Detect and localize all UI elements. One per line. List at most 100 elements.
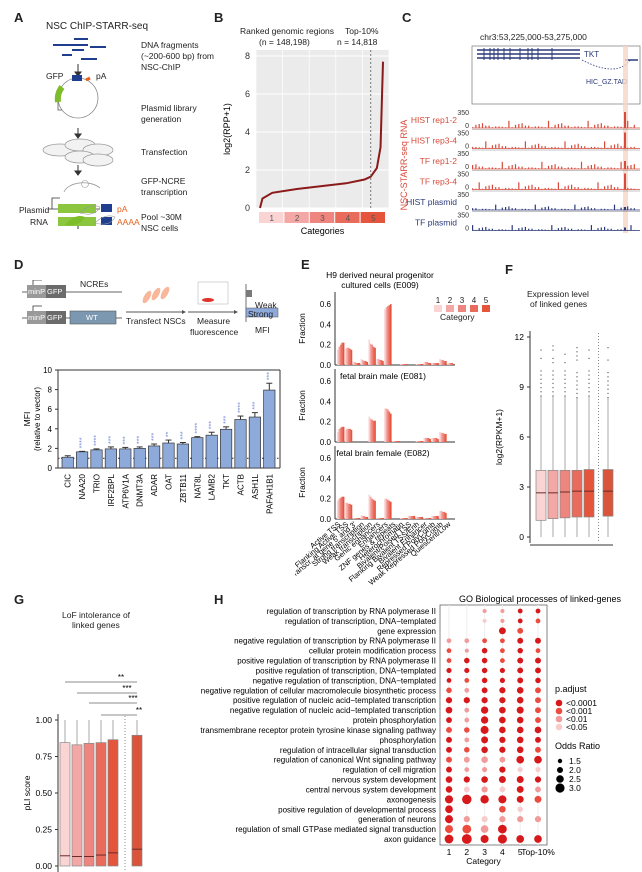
signal-bar	[528, 229, 529, 231]
bar	[361, 359, 363, 365]
y-tick-label: 6	[48, 405, 53, 414]
bar	[348, 504, 350, 519]
go-dot	[445, 825, 453, 833]
bar	[370, 344, 372, 365]
x-tick-label: PAFAH1B1	[265, 473, 274, 513]
y-tick-label: 12	[515, 332, 525, 342]
bar	[390, 414, 392, 442]
signal-bar	[607, 209, 608, 210]
signal-bar	[551, 147, 552, 149]
y-tick-label: 2	[245, 165, 250, 175]
go-dot	[517, 796, 524, 803]
y-axis-label: Fraction	[297, 467, 307, 498]
legend-title-odds: Odds Ratio	[555, 741, 600, 751]
signal-bar	[528, 209, 529, 210]
legend-swatch	[470, 305, 478, 312]
d-measure: Measure	[197, 316, 230, 326]
box	[72, 745, 82, 866]
signal-bar	[545, 207, 546, 210]
go-term-label: positive regulation of transcription by …	[237, 657, 436, 666]
signal-bar	[561, 167, 562, 169]
signal-bar	[581, 208, 582, 210]
bar	[371, 499, 373, 519]
y-tick-label: 0.2	[320, 495, 332, 504]
outlier-point	[576, 380, 577, 381]
signal-bar	[531, 229, 532, 231]
bar	[401, 518, 403, 519]
signal-bar	[551, 208, 552, 210]
bar	[354, 362, 356, 365]
bar	[235, 419, 246, 468]
go-term-label: cellular protein modification process	[309, 647, 436, 656]
signal-bar	[518, 167, 519, 169]
go-dot	[482, 687, 488, 693]
go-dot	[462, 834, 472, 844]
outlier-point	[540, 395, 541, 396]
x-tick-label: NAA20	[78, 473, 87, 499]
signal-bar	[498, 168, 499, 169]
go-dot	[536, 648, 541, 653]
bar	[341, 343, 343, 365]
y-tick-label: 0.6	[320, 377, 332, 386]
go-term-label: regulation of cell migration	[343, 766, 436, 775]
bar	[442, 512, 444, 519]
signal-bar	[594, 164, 595, 169]
y-tick-label: 0.4	[320, 397, 332, 406]
signal-bar	[479, 228, 480, 230]
bar	[338, 429, 340, 442]
bar	[346, 503, 348, 519]
y-axis-sublabel: (relative to vector)	[33, 387, 42, 451]
x-tick-label: ACTB	[237, 474, 246, 495]
signal-bar	[535, 126, 536, 128]
bar	[378, 518, 380, 519]
go-term-label: negative regulation of transcription, DN…	[253, 676, 436, 685]
outlier-point	[564, 370, 565, 371]
bar	[361, 515, 363, 519]
outlier-point	[576, 393, 577, 394]
go-dot	[517, 727, 524, 734]
bar	[373, 347, 375, 365]
signal-bar	[597, 209, 598, 210]
signal-bar	[604, 141, 605, 148]
signal-bar	[551, 188, 552, 189]
track-ymax: 350	[457, 131, 469, 138]
bar	[421, 364, 423, 365]
signal-bar	[531, 127, 532, 128]
y-tick-label: 6	[245, 89, 250, 99]
legend-label: 3.0	[569, 783, 581, 793]
signal-bar	[578, 187, 579, 189]
bar	[384, 499, 386, 519]
signal-bar	[548, 230, 549, 231]
go-dot	[464, 747, 470, 753]
go-dot	[464, 638, 469, 643]
go-dot	[535, 687, 541, 693]
category-label: 5	[371, 214, 376, 223]
go-dot	[447, 648, 452, 653]
y-axis-label: log2(RPKM+1)	[494, 409, 504, 465]
go-term-label: regulation of transcription, DNA−templat…	[285, 617, 436, 626]
go-dot	[536, 609, 541, 614]
bar	[412, 516, 414, 519]
d-fluorescence: fluorescence	[190, 327, 238, 337]
bar	[345, 349, 347, 365]
bar	[429, 518, 431, 519]
signal-bar	[555, 147, 556, 149]
bar	[340, 428, 342, 442]
signal-bar	[581, 146, 582, 148]
go-dot	[446, 757, 452, 763]
bar	[444, 434, 446, 442]
signal-bar	[564, 209, 565, 210]
e-legend: 12345 Category	[434, 296, 490, 322]
signal-bar	[604, 227, 605, 231]
go-dot	[535, 767, 540, 772]
outlier-point	[540, 350, 541, 351]
signal-bar	[561, 189, 562, 190]
bar	[445, 361, 447, 365]
signal-bar	[630, 147, 631, 149]
signal-bar	[578, 168, 579, 169]
go-term-label: transmembrane receptor protein tyrosine …	[200, 726, 436, 735]
chart-d: 0246810MFI (relative to vector)CIC****NAA…	[0, 365, 290, 555]
track-name: TF plasmid	[415, 218, 457, 228]
go-dot	[481, 835, 489, 843]
signal-bar	[558, 147, 559, 148]
